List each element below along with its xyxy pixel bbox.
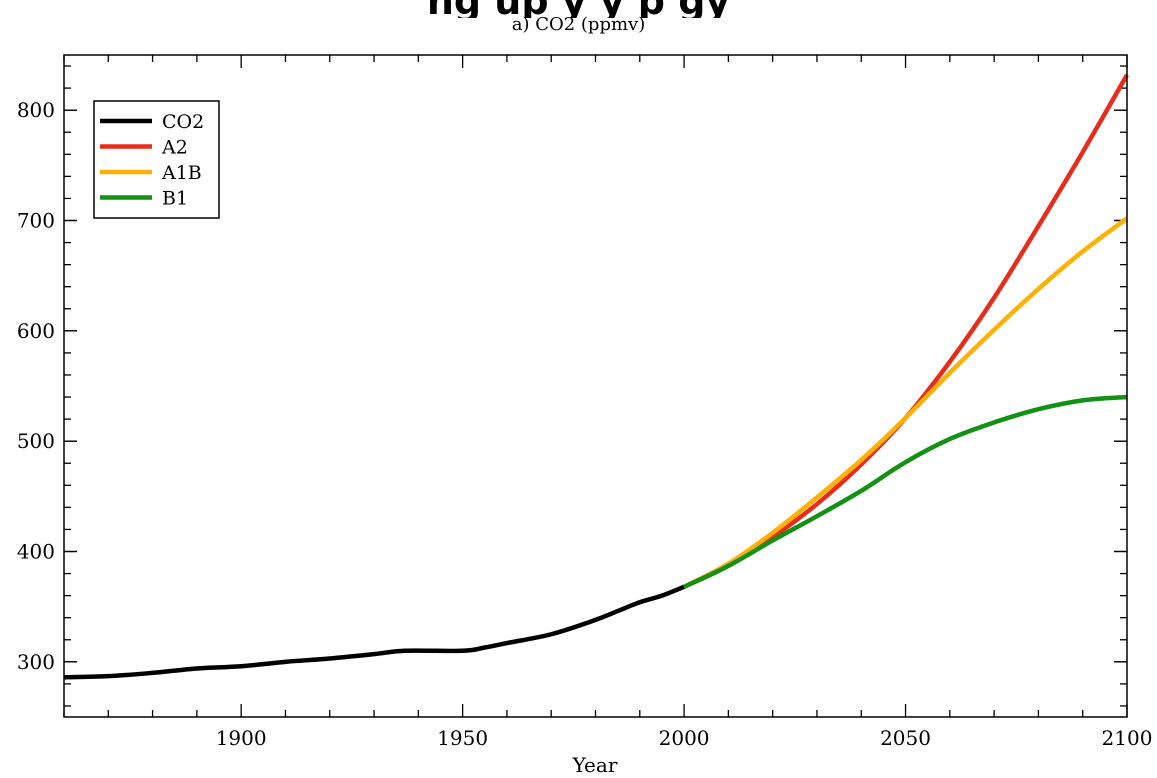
legend-label-a1b: A1B bbox=[161, 162, 202, 184]
x-tick-label: 2000 bbox=[659, 726, 710, 750]
cropped-banner-title: ng up y y p gy bbox=[0, 0, 1157, 18]
axis-ticks bbox=[63, 55, 1128, 717]
x-tick-label: 2100 bbox=[1102, 726, 1153, 750]
legend-label-co2: CO2 bbox=[162, 111, 204, 133]
series-line-a2 bbox=[683, 73, 1129, 589]
series-lines bbox=[63, 73, 1129, 680]
x-tick-label: 1900 bbox=[216, 726, 267, 750]
legend: CO2 A2 A1B B1 bbox=[93, 100, 220, 219]
x-tick-label: 2050 bbox=[880, 726, 931, 750]
series-line-a1b bbox=[683, 216, 1129, 589]
y-tick-label: 500 bbox=[17, 429, 55, 453]
x-tick-label: 1950 bbox=[437, 726, 488, 750]
x-axis-label: Year bbox=[572, 753, 618, 777]
legend-label-a2: A2 bbox=[161, 137, 188, 159]
series-line-co2 bbox=[63, 584, 685, 680]
y-tick-label: 700 bbox=[17, 209, 55, 233]
y-tick-label: 800 bbox=[17, 98, 55, 122]
y-tick-label: 600 bbox=[17, 319, 55, 343]
tick-labels: 1900 1950 2000 2050 2100 300 400 500 600 700 800 bbox=[17, 98, 1153, 750]
y-tick-label: 300 bbox=[17, 650, 55, 674]
plot-frame bbox=[63, 54, 1128, 718]
legend-label-b1: B1 bbox=[162, 188, 188, 210]
y-tick-label: 400 bbox=[17, 540, 55, 564]
series-line-b1 bbox=[683, 394, 1128, 589]
chart-title: a) CO2 (ppmv) bbox=[511, 14, 646, 35]
